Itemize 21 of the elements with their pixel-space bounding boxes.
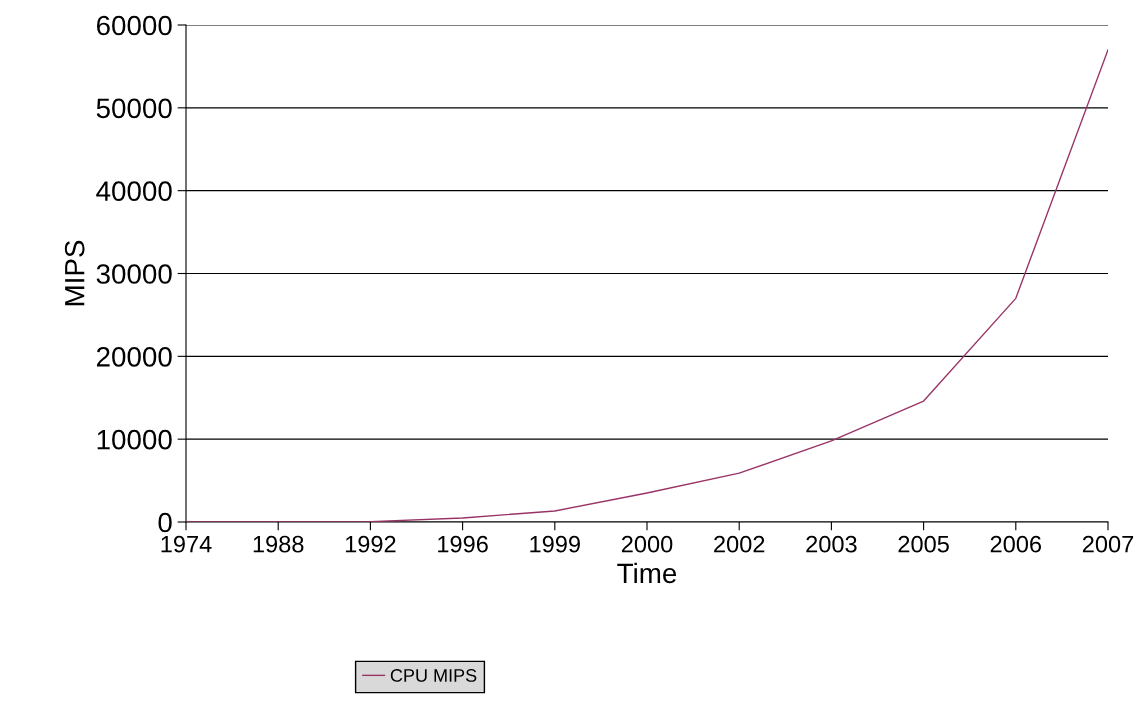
- x-tick-label: 2003: [806, 535, 857, 553]
- y-tick-label: 0: [158, 512, 172, 533]
- x-tick-label: 1999: [530, 535, 580, 553]
- y-tick-label: 20000: [96, 347, 172, 367]
- y-tick-label: 30000: [96, 264, 172, 284]
- x-tick-label: 2007: [1082, 535, 1134, 553]
- x-tick-label: 2005: [898, 535, 949, 553]
- x-tick-label: 1974: [161, 535, 212, 553]
- y-tick-label: 40000: [96, 181, 172, 202]
- x-tick-label: 2000: [621, 535, 673, 553]
- y-tick-label: 10000: [97, 429, 172, 450]
- x-axis-title: Time: [617, 562, 677, 584]
- x-tick-label: 1988: [253, 535, 304, 553]
- x-tick-label: 2006: [990, 535, 1042, 553]
- x-tick-label: 2002: [714, 535, 765, 553]
- legend-label: CPU MIPS: [390, 669, 477, 682]
- y-tick-label: 50000: [96, 98, 172, 119]
- y-tick-label: 60000: [96, 15, 172, 36]
- y-axis-title: MIPS: [64, 240, 85, 306]
- x-tick-label: 1996: [438, 535, 488, 553]
- x-tick-label: 1992: [345, 535, 396, 553]
